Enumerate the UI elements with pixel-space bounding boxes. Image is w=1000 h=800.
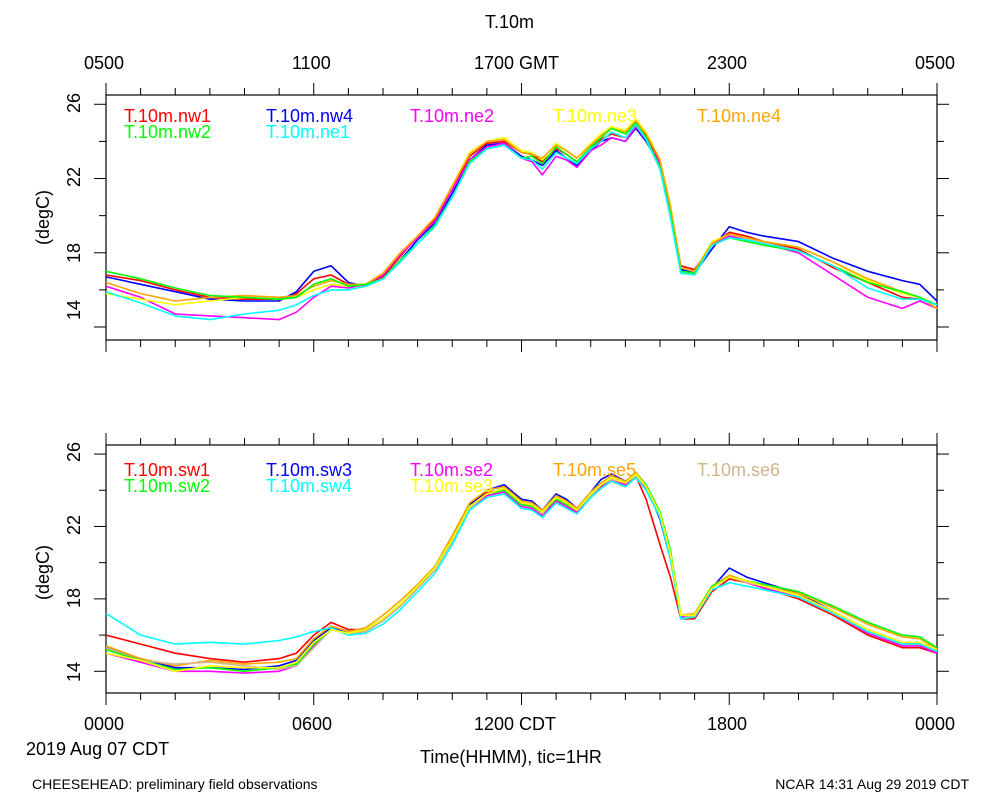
top-ytick-14: 14 (64, 299, 84, 320)
legend-nw2: T.10m.nw2 (124, 122, 212, 142)
series-line-T-10m-ne3 (105, 118, 938, 310)
legend-se6: T.10m.se6 (697, 460, 781, 480)
series-line-T-10m-sw4 (105, 476, 938, 653)
series-line-T-10m-ne4 (105, 120, 938, 310)
legend-sw1: T.10m.sw1 (124, 460, 211, 480)
legend-sw4: T.10m.sw4 (266, 476, 353, 496)
xtick-label-1: 0600 (292, 714, 333, 734)
tick-marks (94, 83, 949, 705)
top-ytick-26: 26 (64, 92, 84, 113)
legend-ne3: T.10m.ne3 (553, 106, 638, 126)
top-axis-label-1: 1100 (292, 53, 331, 73)
date-label: 2019 Aug 07 CDT (26, 739, 170, 759)
legend-se3: T.10m.se3 (410, 476, 494, 496)
series-line-T-10m-se5 (105, 471, 938, 667)
chart-title: T.10m (485, 12, 535, 32)
legend-se5: T.10m.se5 (553, 460, 637, 480)
legend-se2: T.10m.se2 (410, 460, 494, 480)
footer-right: NCAR 14:31 Aug 29 2019 CDT (775, 776, 969, 792)
top-axis-label-3: 2300 (707, 53, 748, 73)
bottom-ytick-22: 22 (64, 514, 84, 535)
bottom-panel-series (105, 471, 938, 674)
bottom-ytick-26: 26 (64, 441, 84, 462)
series-line-T-10m-ne1 (105, 123, 938, 321)
bottom-panel-frame (105, 444, 938, 694)
series-line-T-10m-se3 (105, 473, 938, 673)
top-ytick-22: 22 (64, 166, 84, 187)
top-axis-label-0: 0500 (84, 53, 125, 73)
legend-ne2: T.10m.ne2 (410, 106, 495, 126)
xtick-label-3: 1800 (707, 714, 748, 734)
bottom-ytick-18: 18 (64, 587, 84, 608)
xtick-label-2: 1200 CDT (474, 714, 557, 734)
series-line-T-10m-nw4 (105, 127, 938, 302)
series-line-T-10m-nw2 (105, 122, 938, 306)
bottom-ylabel: (degC) (33, 544, 53, 600)
top-panel-series (105, 118, 938, 321)
xtick-label-0: 0000 (84, 714, 125, 734)
legend-ne1: T.10m.ne1 (266, 122, 351, 142)
top-axis-label-4: 0500 (915, 53, 956, 73)
top-ylabel: (degC) (33, 189, 53, 245)
legend-sw2: T.10m.sw2 (124, 476, 211, 496)
legend-sw3: T.10m.sw3 (266, 460, 353, 480)
series-line-T-10m-sw3 (105, 473, 938, 671)
legend-nw1: T.10m.nw1 (124, 106, 212, 126)
xtick-label-4: 0000 (915, 714, 956, 734)
series-line-T-10m-nw1 (105, 123, 938, 306)
footer-left: CHEESEHEAD: preliminary field observatio… (32, 776, 318, 792)
top-axis-label-2: 1700 GMT (474, 53, 560, 73)
legend-nw4: T.10m.nw4 (266, 106, 354, 126)
top-panel-frame (105, 94, 938, 341)
x-axis-label: Time(HHMM), tic=1HR (420, 747, 602, 767)
legend-ne4: T.10m.ne4 (697, 106, 782, 126)
bottom-ytick-14: 14 (64, 661, 84, 682)
top-ytick-18: 18 (64, 242, 84, 263)
